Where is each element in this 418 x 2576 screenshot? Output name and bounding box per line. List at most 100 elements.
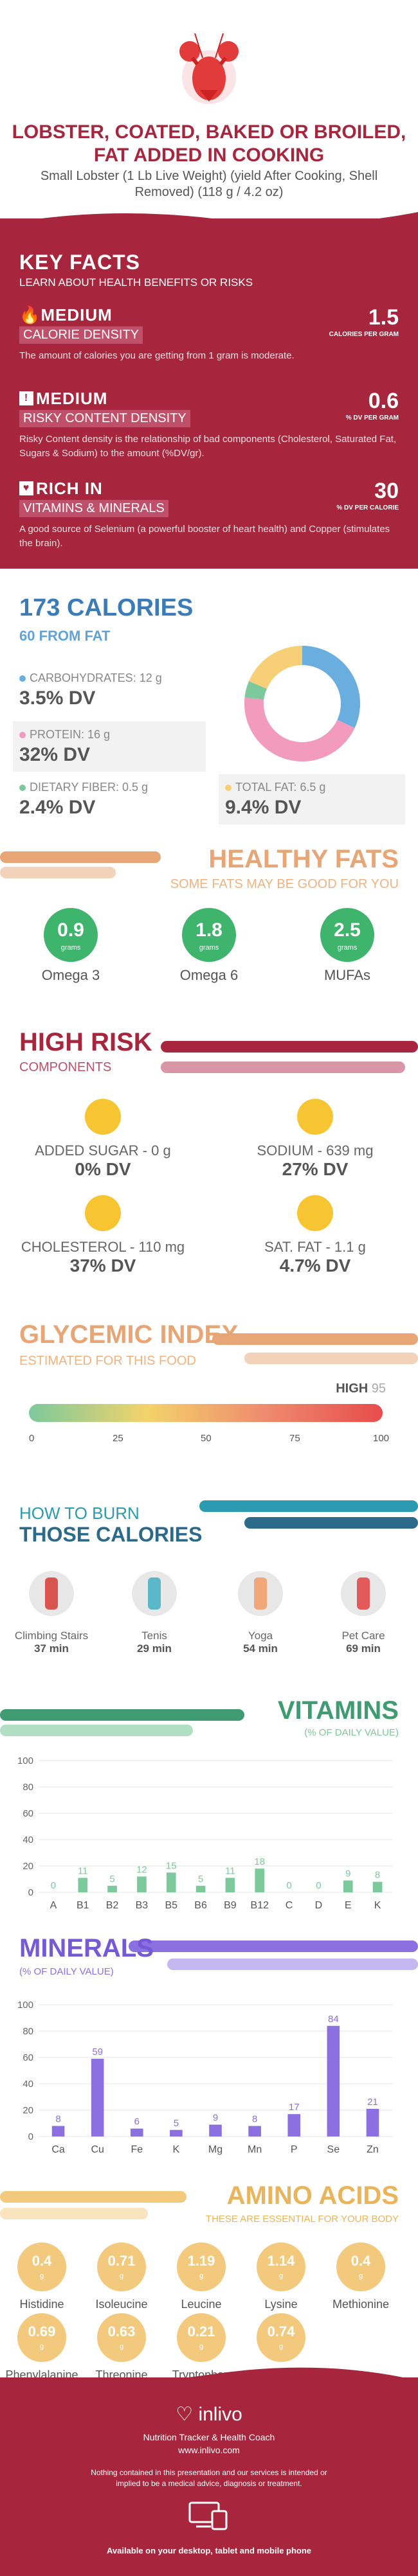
amino-value: 0.4 [32, 2253, 52, 2269]
page-title: LOBSTER, COATED, BAKED OR BROILED, FAT A… [12, 121, 406, 166]
carbs-dv: 3.5% DV [19, 688, 96, 709]
decor-stripe [129, 1941, 418, 1952]
x-tick-label: D [315, 1900, 323, 1911]
warning-icon: ! [19, 391, 33, 405]
x-tick-label: Se [327, 2144, 340, 2155]
bar [366, 2108, 379, 2136]
risk-subheading: COMPONENTS [19, 1060, 112, 1074]
risky-content-fact: ! MEDIUM RISKY CONTENT DENSITY 0.6 % DV P… [19, 389, 399, 461]
vitamins-heading: VITAMINS [277, 1696, 399, 1725]
decor-stripe [0, 1725, 193, 1736]
fact-description: The amount of calories you are getting f… [19, 350, 295, 361]
amino-unit: g [199, 2343, 204, 2350]
y-tick-label: 80 [23, 2026, 33, 2037]
y-tick-label: 20 [23, 2105, 33, 2116]
decor-stripe [0, 2191, 186, 2203]
bar-value-label: 8 [55, 2114, 60, 2125]
fact-tag: CALORIE DENSITY [19, 326, 143, 344]
key-facts-section: KEY FACTS LEARN ABOUT HEALTH BENEFITS OR… [0, 212, 418, 569]
fat-row-bg [219, 774, 405, 824]
y-tick-label: 0 [28, 1887, 33, 1898]
bar-value-label: 5 [174, 2118, 179, 2129]
fact-unit: % DV PER CALORIE [336, 504, 399, 511]
activity-time: 29 min [137, 1642, 172, 1655]
risk-dv: 37% DV [69, 1256, 136, 1275]
carbs-dot [19, 675, 26, 682]
fact-level: MEDIUM [36, 389, 108, 408]
key-facts-heading: KEY FACTS [19, 251, 140, 274]
bar [51, 2126, 65, 2136]
amino-value: 0.63 [107, 2323, 136, 2340]
calorie-density-fact: 🔥MEDIUM CALORIE DENSITY 1.5 CALORIES PER… [19, 305, 399, 363]
y-tick-label: 20 [23, 1861, 33, 1872]
x-tick-label: C [286, 1900, 293, 1911]
decor-stripe [161, 1041, 418, 1053]
omega6-item: 1.8 grams Omega 6 [170, 908, 248, 984]
amino-item: 0.71 g Isoleucine [83, 2243, 160, 2311]
bar-value-label: 59 [92, 2047, 103, 2057]
amino-value: 0.21 [187, 2323, 215, 2340]
risk-dv: 27% DV [282, 1159, 349, 1179]
header: LOBSTER, COATED, BAKED OR BROILED, FAT A… [0, 0, 418, 218]
vitamins-subheading: (% OF DAILY VALUE) [304, 1727, 399, 1738]
activity-time: 37 min [34, 1642, 69, 1655]
gauge-tick: 100 [373, 1433, 390, 1444]
amino-circle: 0.69 g [17, 2313, 66, 2362]
amino-section: AMINO ACIDS THESE ARE ESSENTIAL FOR YOUR… [0, 2178, 418, 2381]
bar [255, 1869, 265, 1892]
risk-label: CHOLESTEROL - 110 mg [21, 1239, 185, 1255]
bar [287, 2114, 300, 2136]
fiber-label: DIETARY FIBER: 0.5 g [30, 781, 149, 794]
amino-unit: g [119, 2272, 124, 2280]
protein-row-bg [13, 722, 206, 772]
sodium-risk: SODIUM - 639 mg 27% DV [225, 1099, 405, 1180]
fact-description: A good source of Selenium (a powerful bo… [19, 524, 390, 549]
footer-url[interactable]: www.inlivo.com [178, 2445, 240, 2455]
activity-pet-care: Pet Care 69 min [318, 1561, 408, 1655]
decor-stripe [199, 1500, 418, 1512]
bar-value-label: 9 [345, 1869, 350, 1879]
decor-stripe [161, 1061, 405, 1073]
burn-heading-2: THOSE CALORIES [19, 1523, 203, 1546]
bar [327, 2025, 340, 2136]
dog-walking-icon [325, 1561, 402, 1626]
wave-divider [0, 212, 418, 231]
activity-time: 54 min [243, 1642, 278, 1655]
key-facts-subheading: LEARN ABOUT HEALTH BENEFITS OR RISKS [19, 276, 253, 289]
burn-section: HOW TO BURN THOSE CALORIES Climbing Stai… [0, 1488, 418, 1706]
fact-value: 0.6 [368, 389, 399, 413]
fat-unit: grams [60, 944, 81, 952]
decor-stripe [0, 1709, 244, 1721]
minerals-chart: 0 20 40 60 80 100 8 Ca 59 Cu 6 Fe 5 K 9 Mg 8 Mn 17 P 84 Se 21 Z… [17, 2000, 392, 2155]
fat-label: TOTAL FAT: 6.5 g [235, 781, 326, 794]
y-tick-label: 60 [23, 2052, 33, 2063]
amino-circle: 1.19 g [177, 2243, 226, 2291]
amino-value: 0.4 [350, 2253, 371, 2269]
bar-value-label: 11 [225, 1865, 235, 1876]
fiber-stat: DIETARY FIBER: 0.5 g 2.4% DV [19, 781, 148, 819]
fact-unit: CALORIES PER GRAM [329, 331, 399, 338]
calories-from-fat: 60 FROM FAT [19, 628, 111, 644]
fact-description: Risky Content density is the relationshi… [19, 434, 397, 459]
x-tick-label: Zn [367, 2144, 379, 2155]
decor-stripe [244, 1353, 418, 1364]
bar-value-label: 0 [316, 1880, 321, 1891]
vitamins-section: VITAMINS (% OF DAILY VALUE) 0 20 40 60 80 100… [0, 1683, 418, 1921]
x-tick-label: B6 [194, 1900, 207, 1911]
sat-fat-risk: SAT. FAT - 1.1 g 4.7% DV [225, 1195, 405, 1276]
glycemic-readout: HIGH 95 [336, 1381, 386, 1396]
fact-value: 30 [374, 479, 399, 503]
x-tick-label: P [291, 2144, 298, 2155]
risk-dv: 0% DV [75, 1159, 131, 1179]
bar [343, 1880, 353, 1892]
risk-dv: 4.7% DV [279, 1256, 351, 1275]
bar-value-label: 8 [252, 2114, 257, 2125]
amino-label: Lysine [264, 2298, 298, 2311]
decor-stripe [244, 1517, 418, 1529]
footer-tagline: Nutrition Tracker & Health Coach [143, 2432, 275, 2442]
minerals-section: MINERALS (% OF DAILY VALUE) 0 20 40 60 80 100… [0, 1928, 418, 2172]
footer-platforms: Available on your desktop, tablet and mo… [106, 2546, 312, 2555]
decor-stripe [167, 1959, 418, 1970]
fat-dv: 9.4% DV [225, 797, 302, 818]
fact-tag: RISKY CONTENT DENSITY [19, 410, 190, 427]
